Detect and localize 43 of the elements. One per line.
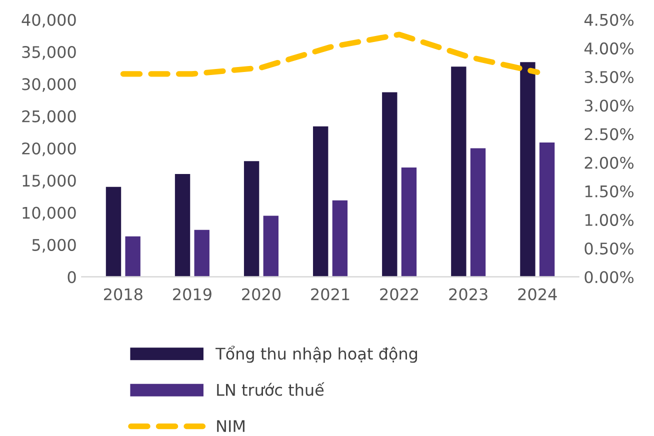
- bar: [470, 148, 486, 277]
- y-tick-label: 10,000: [22, 206, 76, 220]
- bar: [313, 126, 328, 277]
- y2-tick-label: 3.50%: [584, 71, 634, 84]
- bar: [401, 168, 417, 277]
- y-tick-label: 35,000: [22, 46, 76, 60]
- bar: [244, 161, 260, 277]
- x-tick-label: 2021: [311, 288, 350, 300]
- y-tick-label: 5,000: [32, 238, 76, 253]
- y-tick-label: 20,000: [22, 142, 76, 156]
- y2-tick-label: 1.00%: [585, 214, 634, 226]
- bar: [194, 230, 210, 277]
- legend-label: Tổng thu nhập hoạt động: [216, 346, 418, 363]
- x-tick-label: 2024: [518, 288, 557, 300]
- bar: [332, 200, 348, 277]
- y-tick-label: 15,000: [22, 174, 76, 188]
- bar: [520, 62, 536, 277]
- bar: [106, 186, 122, 277]
- bar: [451, 66, 466, 277]
- y2-tick-label: 3.00%: [584, 100, 634, 112]
- x-tick-label: 2020: [242, 288, 280, 300]
- y-tick-label: 30,000: [22, 78, 76, 92]
- x-tick-label: 2022: [380, 288, 418, 300]
- bar: [174, 174, 190, 277]
- x-tick-label: 2019: [173, 288, 212, 300]
- x-tick-label: 2023: [449, 288, 488, 300]
- x-tick-label: 2018: [104, 288, 142, 300]
- y2-tick-label: 2.00%: [584, 156, 634, 169]
- y-tick-label: 0: [68, 271, 76, 284]
- bar: [263, 216, 278, 277]
- legend-label: LN trước thuế: [217, 382, 324, 396]
- y2-tick-label: 2.50%: [584, 128, 634, 140]
- bar: [539, 142, 555, 277]
- bar: [382, 92, 398, 277]
- y2-tick-label: 1.50%: [585, 185, 634, 198]
- y2-tick-label: 4.00%: [584, 42, 634, 54]
- y-tick-label: 40,000: [22, 14, 76, 28]
- bar: [125, 236, 140, 277]
- y2-tick-label: 4.50%: [584, 14, 634, 26]
- y2-tick-label: 0.00%: [584, 271, 634, 284]
- y-tick-label: 25,000: [22, 110, 76, 124]
- legend-label: NIM: [217, 420, 244, 432]
- y2-tick-label: 0.50%: [584, 242, 634, 255]
